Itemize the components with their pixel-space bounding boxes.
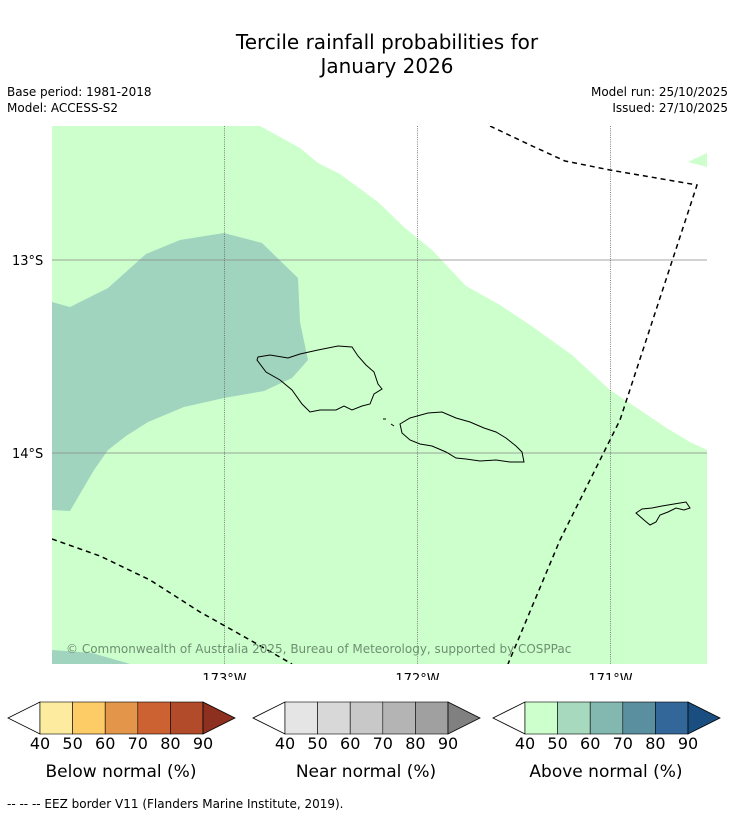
lat-label-14S: 14°S (12, 447, 43, 462)
near-normal-tick-label: 60 (340, 734, 360, 753)
near-normal-tick-label: 90 (438, 734, 458, 753)
title-line-1: Tercile rainfall probabilities for (235, 30, 539, 54)
below-normal-tick-label: 60 (95, 734, 115, 753)
below-normal-tick-label: 90 (193, 734, 213, 753)
tutuila-island (635, 501, 691, 526)
issued-date: Issued: 27/10/2025 (612, 101, 728, 115)
near-normal-segment (415, 701, 449, 735)
below-normal-colorbar: 40 50 60 70 80 90 (7, 701, 236, 753)
base-period: Base period: 1981-2018 (7, 85, 152, 99)
near-normal-tick-label: 40 (275, 734, 295, 753)
above-normal-segment (557, 701, 591, 735)
below-normal-tick-label: 50 (62, 734, 82, 753)
above-normal-50-60-region (52, 233, 308, 511)
near-normal-tick-label: 70 (373, 734, 393, 753)
copyright-notice: © Commonwealth of Australia 2025, Bureau… (66, 642, 571, 656)
eez-footnote: -- -- -- EEZ border V11 (Flanders Marine… (7, 797, 344, 811)
above-normal-tick-label: 50 (547, 734, 567, 753)
below-normal-segment (72, 701, 106, 735)
near-normal-tick-label: 80 (405, 734, 425, 753)
above-normal-segment (589, 701, 624, 735)
below-normal-segment (39, 701, 73, 735)
above-normal-segment (524, 701, 558, 735)
run-info-right: Model run: 25/10/2025 Issued: 27/10/2025 (591, 84, 728, 116)
below-normal-over-triangle (202, 701, 236, 735)
above-normal-label: Above normal (%) (529, 762, 683, 782)
savaii-island (256, 345, 383, 413)
lon-label-172W: 172°W (395, 672, 439, 680)
above-normal-tick-label: 60 (580, 734, 600, 753)
below-normal-tick-label: 70 (128, 734, 148, 753)
above-normal-tick-label: 70 (613, 734, 633, 753)
near-normal-under-triangle (252, 701, 286, 735)
above-normal-40-50-corner (688, 153, 707, 167)
above-normal-tick-label: 90 (678, 734, 698, 753)
model-run: Model run: 25/10/2025 (590, 85, 728, 99)
near-normal-segment (382, 701, 416, 735)
above-normal-segment (655, 701, 689, 735)
near-normal-segment (317, 701, 351, 735)
near-normal-segment (349, 701, 384, 735)
lat-label-13S: 13°S (12, 254, 43, 269)
near-normal-label: Near normal (%) (295, 762, 437, 782)
below-normal-tick-label: 40 (30, 734, 50, 753)
near-normal-colorbar: 40 50 60 70 80 90 (252, 701, 481, 753)
run-info-left: Base period: 1981-2018 Model: ACCESS-S2 (7, 84, 152, 116)
colorbar-group: 40 50 60 70 80 90 40 50 60 70 80 90 40 50 60 70 80 90 (7, 701, 721, 753)
below-normal-under-triangle (7, 701, 41, 735)
apolima-islet (390, 423, 395, 427)
upolu-island (399, 411, 525, 463)
near-normal-segment (284, 701, 318, 735)
map-title: Tercile rainfall probabilities for Janua… (0, 30, 736, 78)
above-normal-50-60-bottom (52, 650, 130, 664)
above-normal-segment (622, 701, 656, 735)
near-normal-over-triangle (447, 701, 481, 735)
below-normal-tick-label: 80 (160, 734, 180, 753)
eez-border-south (52, 538, 293, 664)
forecast-map[interactable]: © Commonwealth of Australia 2025, Bureau… (0, 120, 736, 680)
title-line-2: January 2026 (320, 54, 454, 78)
below-normal-segment (137, 701, 171, 735)
eez-border-east (489, 126, 698, 664)
above-normal-tick-label: 40 (515, 734, 535, 753)
below-normal-segment (170, 701, 204, 735)
above-normal-over-triangle (687, 701, 721, 735)
above-normal-under-triangle (492, 701, 526, 735)
model-name: Model: ACCESS-S2 (7, 101, 119, 115)
near-normal-tick-label: 50 (307, 734, 327, 753)
below-normal-segment (104, 701, 139, 735)
lon-label-173W: 173°W (202, 672, 246, 680)
above-normal-tick-label: 80 (645, 734, 665, 753)
lon-label-171W: 171°W (588, 672, 632, 680)
above-normal-colorbar: 40 50 60 70 80 90 (492, 701, 721, 753)
below-normal-label: Below normal (%) (45, 762, 197, 782)
